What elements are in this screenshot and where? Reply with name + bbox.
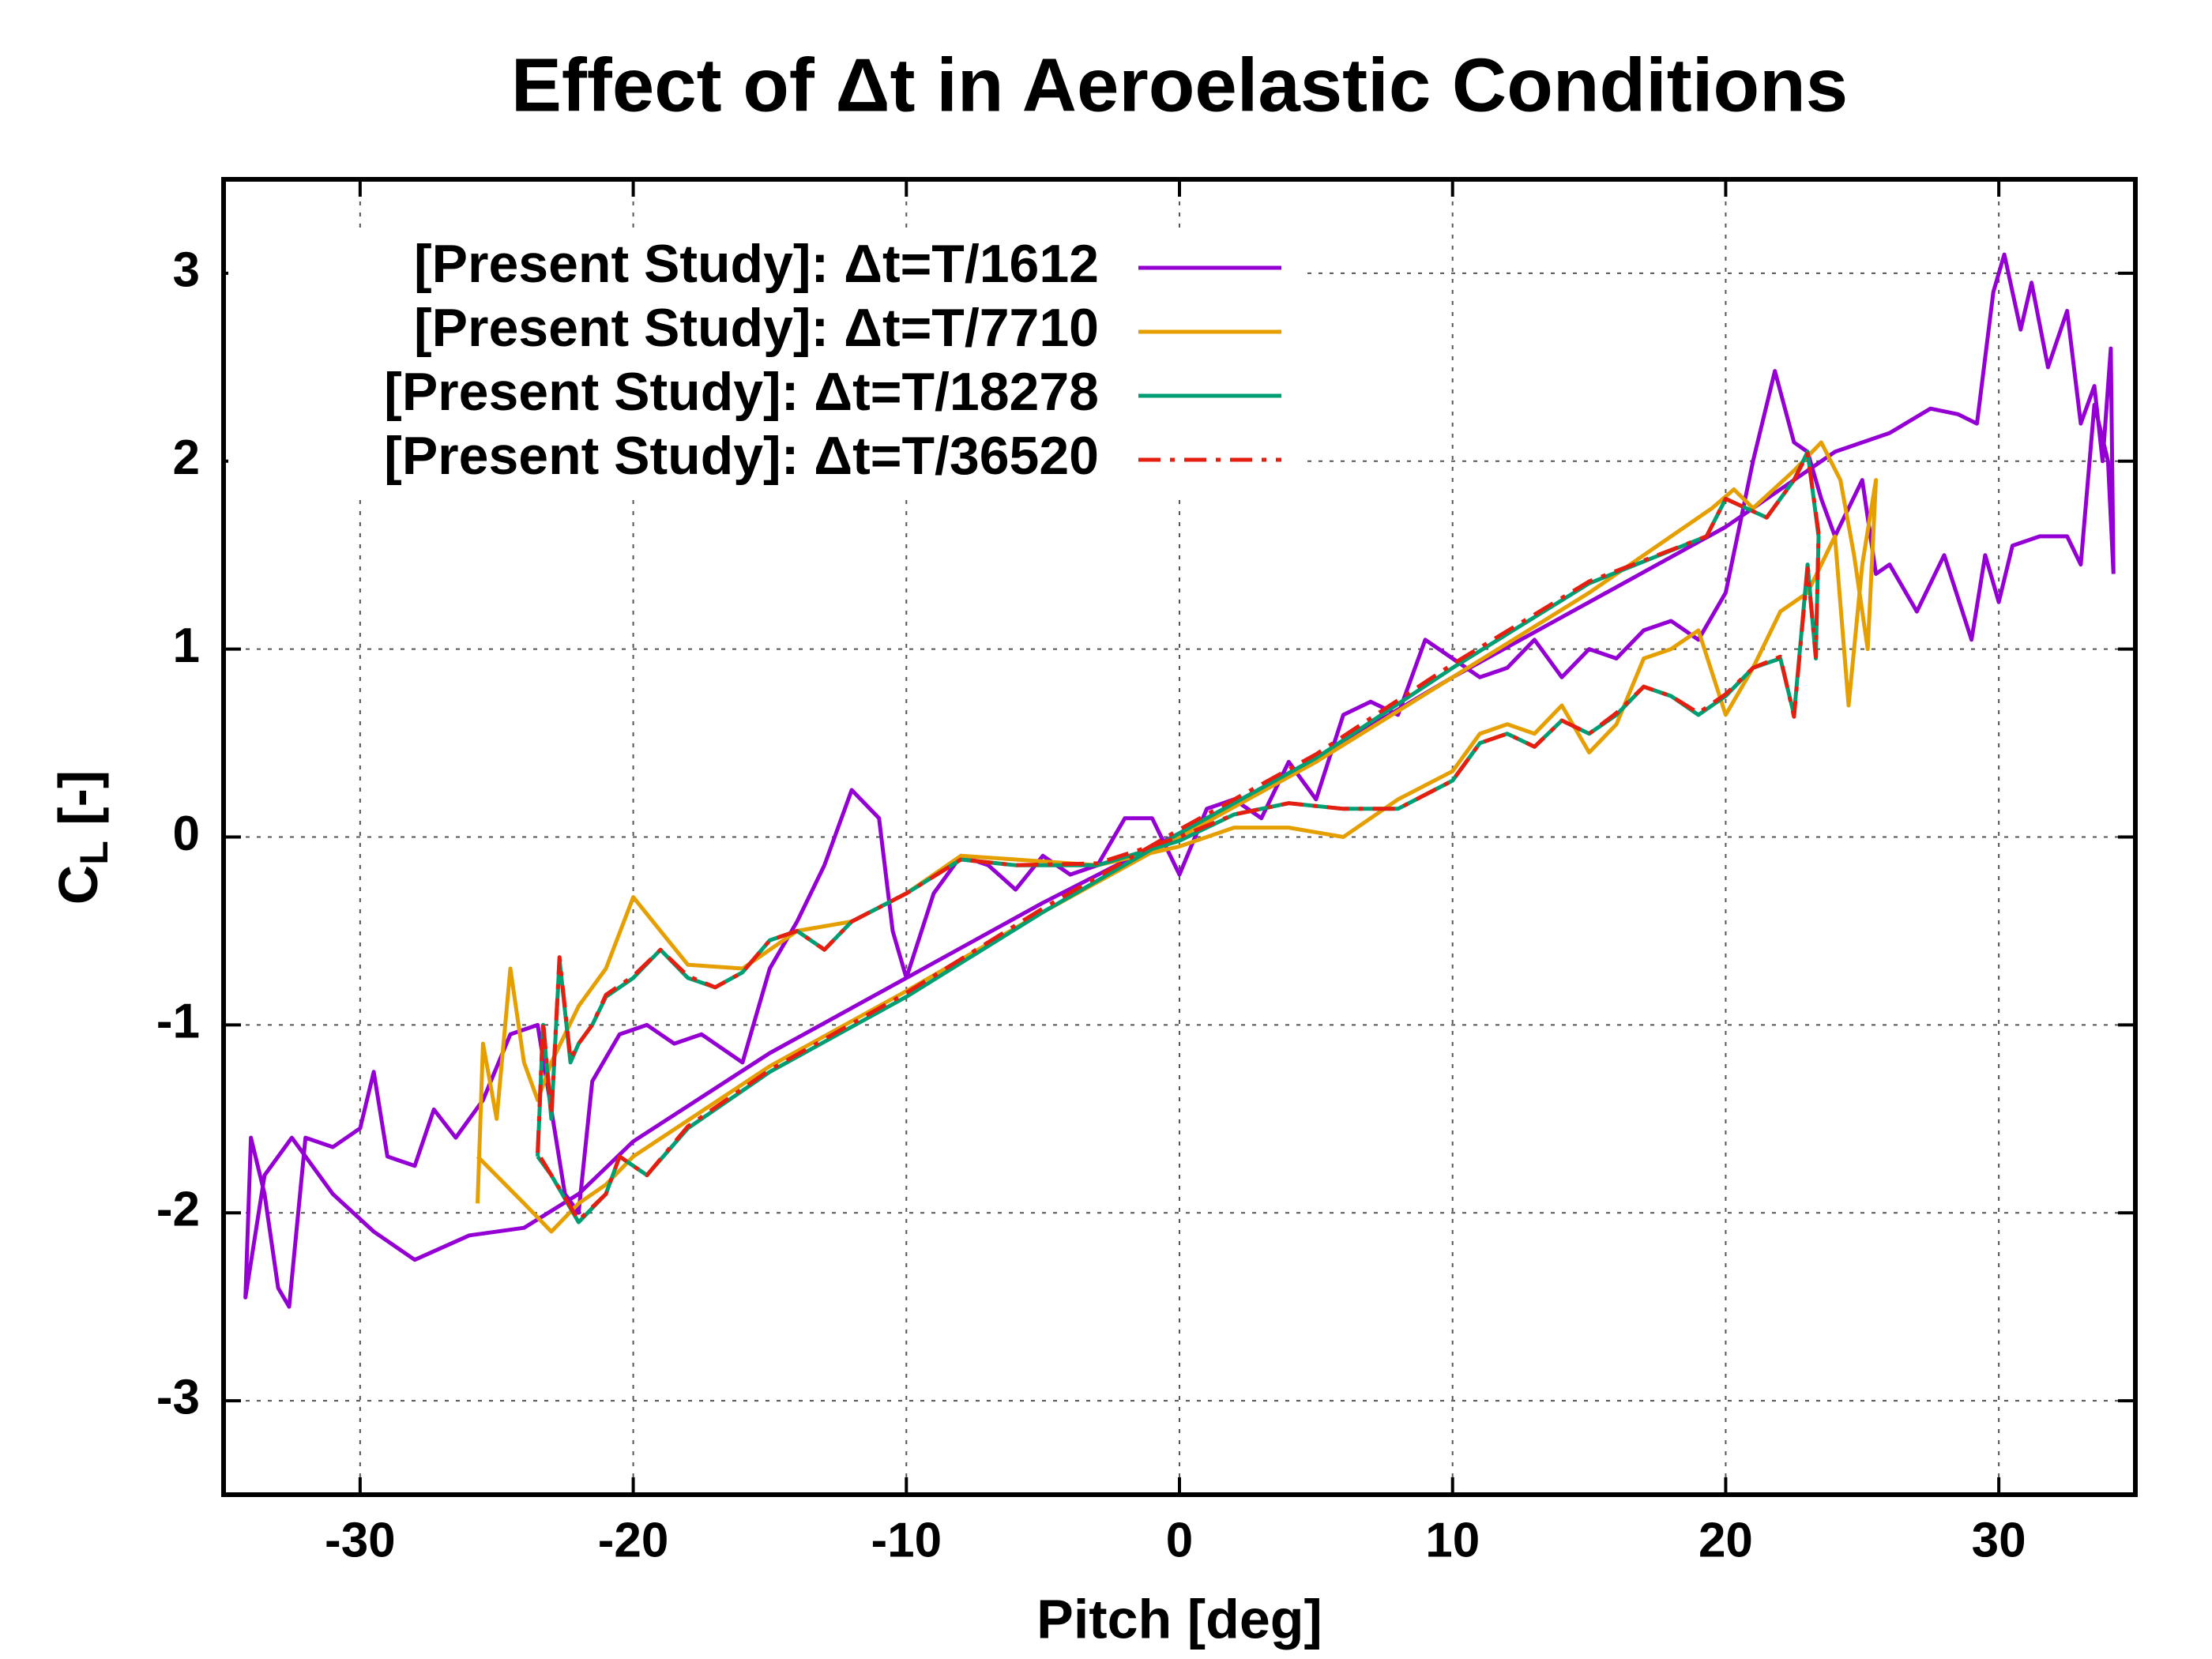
y-label-symbol: C — [47, 865, 109, 905]
y-label-subscript: L — [72, 841, 116, 865]
x-tick-label: 10 — [1425, 1513, 1480, 1567]
y-tick-label: -3 — [156, 1370, 200, 1424]
chart-title: Effect of Δt in Aeroelastic Conditions — [511, 43, 1848, 127]
series-line — [476, 440, 1879, 1234]
y-tick-label: -2 — [156, 1183, 200, 1237]
legend-background — [228, 228, 1303, 500]
legend-label: [Present Study]: Δt=T/7710 — [414, 298, 1099, 358]
y-label-unit: [-] — [47, 770, 109, 841]
legend-label: [Present Study]: Δt=T/18278 — [384, 362, 1099, 422]
x-tick-label: -20 — [598, 1513, 669, 1567]
y-tick-label: 3 — [173, 243, 200, 297]
legend-label: [Present Study]: Δt=T/1612 — [414, 234, 1099, 294]
y-tick-label: 0 — [173, 807, 200, 861]
x-tick-label: -30 — [325, 1513, 396, 1567]
y-tick-label: 1 — [173, 619, 200, 673]
series-line — [536, 451, 1821, 1223]
x-tick-label: 0 — [1166, 1513, 1193, 1567]
y-tick-label: -1 — [156, 995, 200, 1049]
x-tick-label: 20 — [1698, 1513, 1753, 1567]
y-tick-label: 2 — [173, 431, 200, 485]
y-axis-label: CL [-] — [47, 770, 116, 905]
x-tick-label: 30 — [1972, 1513, 2026, 1567]
legend-label: [Present Study]: Δt=T/36520 — [384, 426, 1099, 486]
plot-frame — [221, 177, 2138, 1497]
x-axis-label: Pitch [deg] — [1036, 1588, 1322, 1650]
x-tick-label: -10 — [871, 1513, 942, 1567]
